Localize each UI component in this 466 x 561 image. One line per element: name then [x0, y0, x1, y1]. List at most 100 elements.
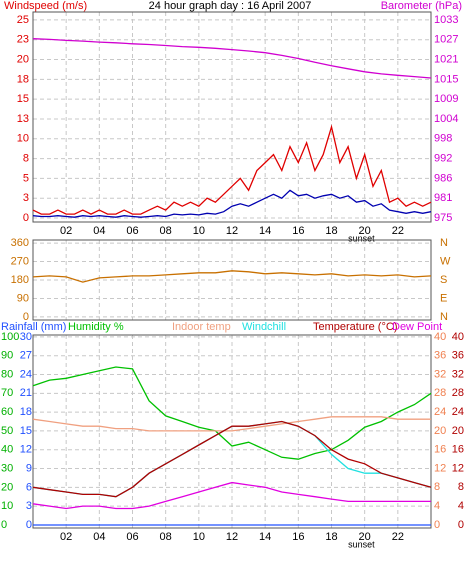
series-line [32, 416, 431, 432]
y2-tick-label: 992 [434, 153, 452, 165]
x-tick-label: 04 [93, 225, 105, 237]
plot-frame [32, 334, 432, 529]
legend-entry: Humidity % [68, 321, 124, 333]
y-tick-label: 30 [1, 462, 13, 474]
y-tick-label: 180 [11, 274, 29, 286]
y4-tick-label: 32 [434, 368, 446, 380]
y2-tick-label: N [440, 311, 448, 323]
y3-tick-label: 24 [20, 368, 32, 380]
y3-tick-label: 3 [26, 500, 32, 512]
y3-tick-label: 9 [26, 462, 32, 474]
y3-tick-label: 27 [20, 350, 32, 362]
x-tick-label: 02 [60, 225, 72, 237]
y-tick-label: 3 [23, 192, 29, 204]
series-line [32, 124, 432, 215]
x-tick-label: 14 [259, 531, 271, 543]
x-tick-label: 10 [193, 531, 205, 543]
y3-tick-label: 21 [20, 387, 32, 399]
y-tick-label: 0 [1, 519, 7, 531]
y2-tick-label: 8 [458, 481, 464, 493]
y2-tick-label: 24 [452, 406, 464, 418]
x-tick-label: 08 [160, 225, 172, 237]
y4-tick-label: 40 [434, 331, 446, 343]
y-tick-label: 10 [17, 133, 29, 145]
x-tick-label: 06 [126, 225, 138, 237]
y-tick-label: 100 [1, 331, 19, 343]
legend-entry: Rainfall (mm) [1, 321, 66, 333]
y2-tick-label: N [440, 237, 448, 249]
y2-tick-label: 12 [452, 462, 464, 474]
y4-tick-label: 4 [434, 500, 440, 512]
x-tick-label: 20 [359, 531, 371, 543]
y-tick-label: 23 [17, 34, 29, 46]
x-tick-label: 22 [392, 531, 404, 543]
legend-entry: Dew Point [392, 321, 442, 333]
series-line [32, 420, 432, 498]
y2-tick-label: 1021 [434, 53, 458, 65]
x-tick-label: 16 [292, 531, 304, 543]
x-tick-label: 14 [259, 225, 271, 237]
y2-tick-label: 40 [452, 331, 464, 343]
y3-tick-label: 18 [20, 406, 32, 418]
y2-tick-label: S [440, 274, 447, 286]
y2-tick-label: 986 [434, 172, 452, 184]
x-tick-label: 06 [126, 531, 138, 543]
y2-tick-label: W [440, 255, 451, 267]
x-tick-label: 08 [160, 531, 172, 543]
y2-tick-label: 20 [452, 425, 464, 437]
series-line [32, 189, 432, 218]
y2-tick-label: 28 [452, 387, 464, 399]
x-tick-label: 22 [392, 225, 404, 237]
x-tick-label: 18 [325, 531, 337, 543]
y4-tick-label: 12 [434, 462, 446, 474]
y-tick-label: 90 [1, 350, 13, 362]
y3-tick-label: 12 [20, 444, 32, 456]
y3-tick-label: 0 [26, 519, 32, 531]
plot-frame [32, 11, 432, 223]
y4-tick-label: 20 [434, 425, 446, 437]
y-tick-label: 18 [17, 73, 29, 85]
y2-tick-label: 36 [452, 350, 464, 362]
y2-tick-label: 1027 [434, 34, 458, 46]
x-tick-label: 16 [292, 225, 304, 237]
x-tick-label: 02 [60, 531, 72, 543]
y-tick-label: 10 [1, 500, 13, 512]
y2-tick-label: E [440, 292, 447, 304]
y4-tick-label: 28 [434, 387, 446, 399]
legend-entry: Temperature (°C) [313, 321, 397, 333]
y2-tick-label: 1015 [434, 73, 458, 85]
y-tick-label: 5 [23, 172, 29, 184]
legend-entry: Indoor temp [172, 321, 231, 333]
x-tick-label: 20 [359, 225, 371, 237]
plot-frame [32, 239, 432, 321]
y-tick-label: 20 [17, 53, 29, 65]
y4-tick-label: 36 [434, 350, 446, 362]
y-tick-label: 0 [23, 212, 29, 224]
x-tick-label: 04 [93, 531, 105, 543]
y-tick-label: 13 [17, 113, 29, 125]
x-tick-label: 18 [325, 225, 337, 237]
annotation: sunset [348, 233, 375, 243]
series-line [32, 38, 432, 79]
y2-tick-label: 1009 [434, 93, 458, 105]
y-tick-label: 25 [17, 14, 29, 26]
y4-tick-label: 24 [434, 406, 446, 418]
y3-tick-label: 15 [20, 425, 32, 437]
legend-entry: Windchill [242, 321, 286, 333]
y3-tick-label: 6 [26, 481, 32, 493]
y-tick-label: 8 [23, 153, 29, 165]
series-line [32, 270, 432, 283]
y-tick-label: 50 [1, 425, 13, 437]
y2-tick-label: 32 [452, 368, 464, 380]
y-tick-label: 15 [17, 93, 29, 105]
y-tick-label: 20 [1, 481, 13, 493]
y2-tick-label: 1004 [434, 113, 458, 125]
y-tick-label: 360 [11, 237, 29, 249]
y2-axis-label: Barometer (hPa) [381, 0, 462, 12]
series-line [32, 366, 432, 460]
y2-tick-label: 981 [434, 192, 452, 204]
y-tick-label: 90 [17, 292, 29, 304]
series-line [32, 481, 431, 510]
y2-tick-label: 0 [458, 519, 464, 531]
